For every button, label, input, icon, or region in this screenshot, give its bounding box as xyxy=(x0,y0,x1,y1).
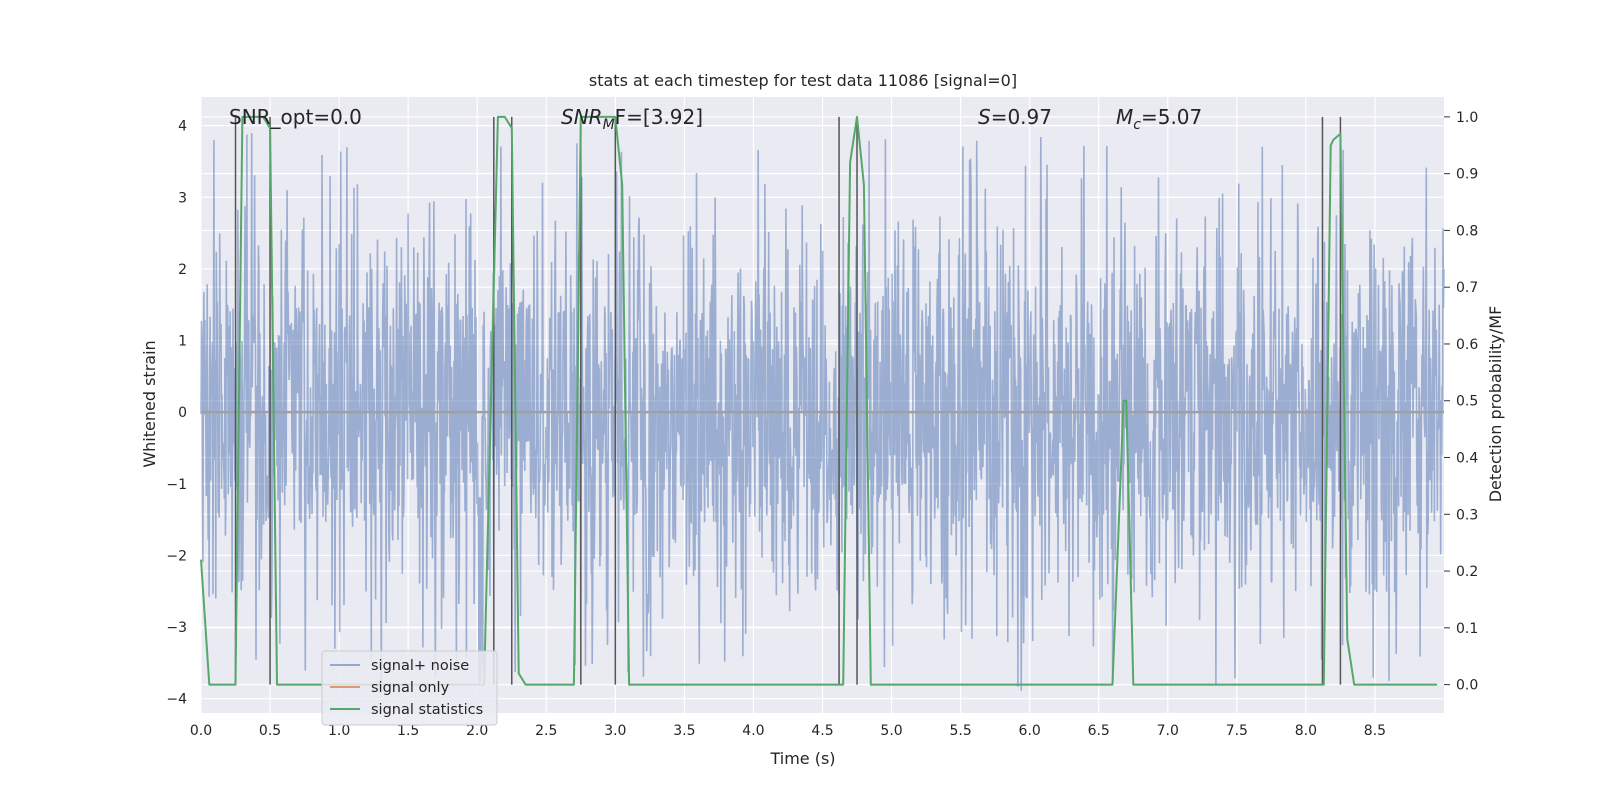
vertical-marker-lines xyxy=(234,116,1342,685)
y-tick-label-right: 0.4 xyxy=(1456,451,1478,467)
x-tick-label: 0.5 xyxy=(259,723,281,739)
y-tick-label-right: 0.5 xyxy=(1456,394,1478,410)
y-tick-label-right: 0.0 xyxy=(1456,678,1478,694)
x-tick-label: 7.5 xyxy=(1226,723,1248,739)
y-tick-label-right: 0.7 xyxy=(1456,280,1478,296)
x-tick-label: 3.5 xyxy=(673,723,695,739)
y-tick-label-left: −2 xyxy=(166,548,187,564)
y-tick-label-left: 4 xyxy=(178,119,187,135)
chart-title: stats at each timestep for test data 110… xyxy=(589,71,1017,90)
legend: signal+ noise signal only signal statist… xyxy=(321,650,498,726)
y-axis-label-left: Whitened strain xyxy=(140,340,159,467)
legend-box xyxy=(321,650,498,726)
annotation-snr-mf: SNRMF=[3.92] xyxy=(561,105,703,133)
y-tick-label-left: 0 xyxy=(178,405,187,421)
x-tick-label: 3.0 xyxy=(604,723,626,739)
y-tick-label-right: 0.6 xyxy=(1456,337,1478,353)
x-tick-label: 6.5 xyxy=(1088,723,1110,739)
y-tick-label-right: 1.0 xyxy=(1456,110,1478,126)
x-tick-label: 8.0 xyxy=(1295,723,1317,739)
y-tick-label-right: 0.3 xyxy=(1456,507,1478,523)
x-tick-label: 2.0 xyxy=(466,723,488,739)
x-tick-label: 5.0 xyxy=(880,723,902,739)
series-signal-plus-noise xyxy=(200,133,1445,691)
annotation-mc: Mc=5.07 xyxy=(1116,105,1202,133)
signal-noise-line xyxy=(200,133,1445,691)
x-tick-label: 1.5 xyxy=(397,723,419,739)
x-tick-label: 4.0 xyxy=(742,723,764,739)
legend-label-signal-noise: signal+ noise xyxy=(371,658,469,674)
x-tick-label: 5.5 xyxy=(949,723,971,739)
y-tick-label-left: −3 xyxy=(166,620,187,636)
x-tick-label: 1.0 xyxy=(328,723,350,739)
y-tick-label-left: 3 xyxy=(178,190,187,206)
y-axis-label-right: Detection probability/MF xyxy=(1486,306,1505,503)
y-tick-label-left: −1 xyxy=(166,477,187,493)
legend-label-signal-statistics: signal statistics xyxy=(371,702,483,718)
series-signal-statistics xyxy=(200,115,1438,686)
annotation-s-stat: S=0.97 xyxy=(978,105,1052,129)
y-tick-label-right: 0.9 xyxy=(1456,167,1478,183)
annotation-snr-opt: SNR_opt=0.0 xyxy=(229,105,362,129)
x-tick-label: 7.0 xyxy=(1157,723,1179,739)
y-tick-label-left: 2 xyxy=(178,262,187,278)
y-tick-label-right: 0.2 xyxy=(1456,564,1478,580)
y-tick-label-right: 0.1 xyxy=(1456,621,1478,637)
x-tick-label: 4.5 xyxy=(811,723,833,739)
x-tick-label: 6.0 xyxy=(1019,723,1041,739)
legend-label-signal-only: signal only xyxy=(371,680,450,696)
axis-ticks: 0.0 0.5 1.0 1.5 2.0 2.5 3.0 3.5 4.0 4.5 5.0 5.5 6.0 6… xyxy=(166,110,1478,739)
y-tick-label-left: 1 xyxy=(178,334,187,350)
signal-statistics-line xyxy=(200,115,1438,686)
x-axis-label: Time (s) xyxy=(769,749,835,768)
x-tick-label: 2.5 xyxy=(535,723,557,739)
y-tick-label-right: 0.8 xyxy=(1456,223,1478,239)
x-tick-label: 8.5 xyxy=(1364,723,1386,739)
y-tick-label-left: −4 xyxy=(166,692,187,708)
x-tick-label: 0.0 xyxy=(190,723,212,739)
